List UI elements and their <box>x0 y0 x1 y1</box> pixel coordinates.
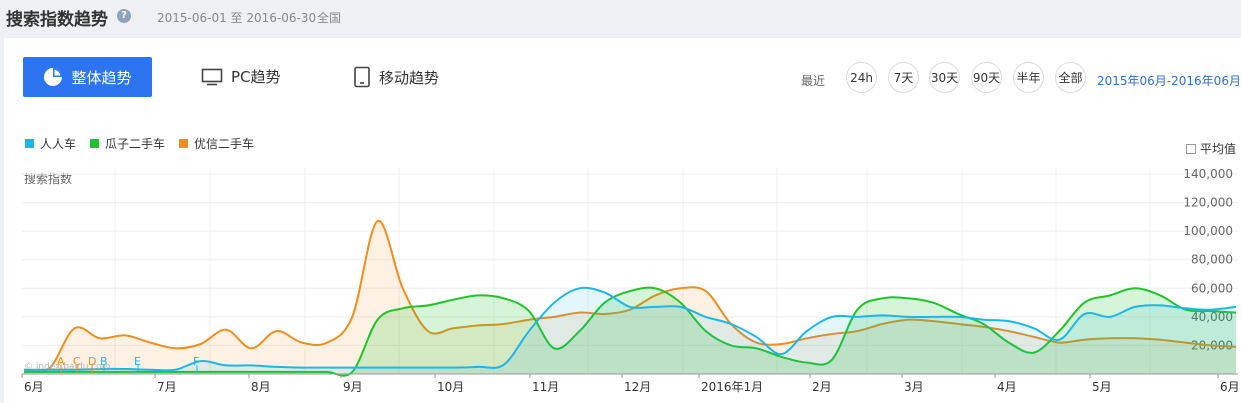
x-tick-label: 9月 <box>343 380 363 394</box>
legend-label: 优信二手车 <box>194 137 255 151</box>
legend-item-renren[interactable]: 人人车 <box>25 135 76 152</box>
tab-overall-trend[interactable]: 整体趋势 <box>23 57 152 97</box>
x-tick-label: 2016年1月 <box>701 380 763 394</box>
y-tick-label: 120,000 <box>1183 196 1233 210</box>
range-30d-button[interactable]: 30天 <box>929 62 960 93</box>
legend-swatch <box>179 139 189 148</box>
tab-mobile-trend[interactable]: 移动趋势 <box>353 66 439 88</box>
event-marker: D <box>88 355 96 368</box>
chart-legend: 人人车 瓜子二手车 优信二手车 <box>25 135 254 152</box>
series-guazi-area <box>24 287 1236 376</box>
y-axis-label: 搜索指数 <box>24 172 73 186</box>
series-guazi-line <box>23 286 1237 377</box>
date-range: 2015-06-01 至 2016-06-30 <box>157 11 317 25</box>
series-youxin-area <box>24 220 1236 374</box>
x-tick-label: 5月 <box>1092 380 1112 394</box>
monitor-icon <box>201 68 223 85</box>
page-title: 搜索指数趋势 <box>6 10 108 30</box>
x-tick-label: 6月 <box>1220 380 1240 394</box>
x-tick-label: 2月 <box>812 380 832 394</box>
event-marker: A <box>57 355 65 368</box>
header-bar: 搜索指数趋势 ? 2015-06-01 至 2016-06-30 全国 <box>0 0 1241 34</box>
help-icon[interactable]: ? <box>117 9 131 23</box>
event-marker: E <box>134 355 141 368</box>
legend-label: 人人车 <box>40 137 77 151</box>
series-youxin-line <box>23 220 1237 373</box>
x-tick-label: 7月 <box>157 380 177 394</box>
legend-item-guazi[interactable]: 瓜子二手车 <box>90 135 165 152</box>
recent-label: 最近 <box>801 74 826 88</box>
tab-overall-label: 整体趋势 <box>71 68 132 87</box>
y-tick-label: 100,000 <box>1183 224 1233 238</box>
range-7d-button[interactable]: 7天 <box>888 62 919 93</box>
average-label: 平均值 <box>1200 142 1237 156</box>
watermark: © index.baidu.com <box>24 362 111 372</box>
event-marker: B <box>100 355 108 368</box>
x-tick-label: 8月 <box>251 380 271 394</box>
legend-label: 瓜子二手车 <box>105 137 166 151</box>
tab-pc-trend[interactable]: PC趋势 <box>201 66 281 87</box>
region-label: 全国 <box>317 11 342 25</box>
series-renren-line <box>23 286 1237 372</box>
range-24h-button[interactable]: 24h <box>846 62 877 93</box>
average-checkbox[interactable] <box>1186 143 1196 154</box>
tab-mobile-label: 移动趋势 <box>379 68 440 87</box>
tab-pc-label: PC趋势 <box>231 68 281 86</box>
y-tick-label: 40,000 <box>1191 310 1233 324</box>
legend-swatch <box>90 139 100 148</box>
tablet-icon <box>354 66 370 88</box>
range-all-button[interactable]: 全部 <box>1055 62 1086 93</box>
x-tick-label: 6月 <box>24 380 44 394</box>
y-tick-label: 140,000 <box>1183 167 1233 181</box>
x-tick-label: 12月 <box>624 380 651 394</box>
x-tick-label: 10月 <box>437 380 464 394</box>
event-marker: C <box>73 355 81 368</box>
x-tick-label: 3月 <box>904 380 924 394</box>
y-tick-label: 80,000 <box>1191 253 1233 267</box>
custom-range-link[interactable]: 2015年06月-2016年06月 <box>1097 74 1241 88</box>
range-90d-button[interactable]: 90天 <box>971 62 1002 93</box>
x-tick-label: 4月 <box>997 380 1017 394</box>
event-marker: F <box>193 355 199 368</box>
legend-swatch <box>25 139 34 148</box>
pie-chart-icon <box>44 68 63 86</box>
legend-item-youxin[interactable]: 优信二手车 <box>179 135 254 152</box>
series-renren-area <box>24 287 1236 374</box>
average-toggle[interactable]: 平均值 <box>1186 140 1236 157</box>
x-tick-label: 11月 <box>532 380 559 394</box>
y-tick-label: 60,000 <box>1191 281 1233 295</box>
range-half-year-button[interactable]: 半年 <box>1013 62 1044 93</box>
